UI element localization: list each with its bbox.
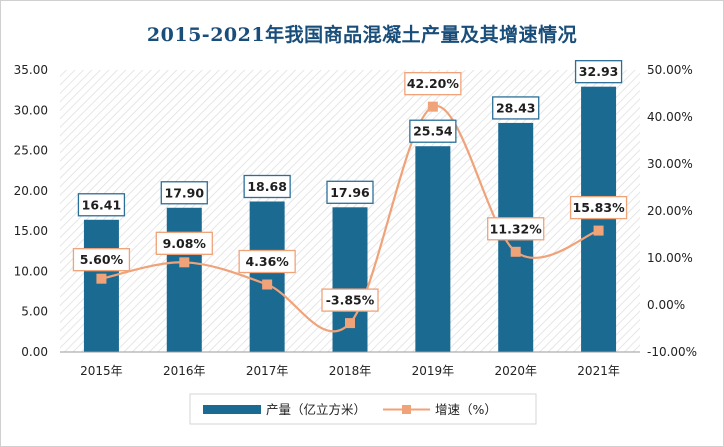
bar <box>249 201 285 352</box>
rate-label: 15.83% <box>573 200 626 215</box>
category-label: 2015年 <box>80 364 123 378</box>
legend-bar-label: 产量（亿立方米） <box>266 402 366 417</box>
bar-label-box <box>326 180 374 204</box>
legend-line-label: 增速（%） <box>435 402 497 417</box>
line-marker <box>345 318 355 329</box>
bar-label-box <box>243 174 291 199</box>
rate-label: 4.36% <box>245 254 289 269</box>
left-tick-label: 20.00 <box>14 184 48 198</box>
bar-label: 18.68 <box>247 179 287 194</box>
left-axis: 0.00 5.00 10.00 15.00 20.00 25.00 30.00 35.00 <box>14 63 48 359</box>
rate-label: 9.08% <box>163 236 207 251</box>
legend: 产量（亿立方米） 增速（%） <box>189 393 537 425</box>
bar-label-box <box>492 96 540 120</box>
bar <box>581 86 617 352</box>
line-marker <box>96 273 107 284</box>
rate-label-box <box>321 288 379 312</box>
left-tick-label: 15.00 <box>14 224 48 238</box>
category-label: 2017年 <box>246 364 289 378</box>
legend-bar-swatch <box>203 405 261 414</box>
category-label: 2016年 <box>163 364 206 378</box>
chart-title: 2015-2021年我国商品混凝土产量及其增速情况 <box>146 24 578 46</box>
right-tick-label: 30.00% <box>647 157 693 171</box>
rate-label-box <box>487 217 545 241</box>
rate-label: -3.85% <box>326 293 375 308</box>
right-tick-label: 0.00% <box>647 298 685 312</box>
bar-label: 32.93 <box>579 64 619 79</box>
rate-label-box <box>72 248 131 272</box>
left-tick-label: 35.00 <box>14 63 48 77</box>
bar-label: 16.41 <box>82 197 122 212</box>
right-tick-label: 50.00% <box>647 63 693 77</box>
line-series <box>96 101 604 333</box>
line-data-labels: 5.60% 9.08% 4.36% -3.85% 42.20% 11.32% 15.83% <box>72 72 628 312</box>
category-label: 2021年 <box>577 364 620 378</box>
category-axis: 2015年 2016年 2017年 2018年 2019年 2020年 2021年 <box>80 364 620 378</box>
left-tick-label: 5.00 <box>21 305 48 319</box>
rate-label-box <box>238 249 296 274</box>
bar-label: 25.54 <box>413 124 453 139</box>
right-tick-label: -10.00% <box>647 345 697 359</box>
line-marker <box>510 246 521 257</box>
bar-label-box <box>409 119 457 143</box>
right-tick-label: 40.00% <box>647 110 693 124</box>
bar-label-box <box>77 193 126 217</box>
bar <box>166 207 202 352</box>
bar <box>83 219 119 352</box>
rate-label-box <box>404 72 462 96</box>
rate-label: 5.60% <box>80 252 124 267</box>
right-tick-label: 20.00% <box>647 204 693 218</box>
bar-label-box <box>160 181 208 205</box>
bar-data-labels: 16.41 17.90 18.68 17.96 25.54 28.43 32.93 <box>77 60 623 217</box>
left-tick-label: 30.00 <box>14 103 48 117</box>
right-axis: -10.00% 0.00% 10.00% 20.00% 30.00% 40.00% 50.0… <box>647 63 697 359</box>
bar-label: 17.90 <box>165 185 205 200</box>
left-tick-label: 10.00 <box>14 264 48 278</box>
rate-label: 11.32% <box>490 221 543 236</box>
left-tick-label: 25.00 <box>14 144 48 158</box>
bar <box>415 146 451 352</box>
bar-label: 17.96 <box>330 185 370 200</box>
rate-label: 42.20% <box>407 76 460 91</box>
category-label: 2019年 <box>412 364 455 378</box>
rate-label-box <box>569 195 628 220</box>
legend-line-marker <box>402 405 411 414</box>
right-tick-label: 10.00% <box>647 251 693 265</box>
rate-label-box <box>155 231 213 255</box>
line-marker <box>262 279 273 290</box>
line-marker <box>179 257 190 268</box>
line-marker <box>593 225 604 236</box>
category-label: 2018年 <box>329 364 372 378</box>
left-tick-label: 0.00 <box>21 345 48 359</box>
bar-label: 28.43 <box>496 100 536 115</box>
bar-label-box <box>574 60 623 84</box>
category-label: 2020年 <box>494 364 537 378</box>
line-marker <box>427 101 438 112</box>
